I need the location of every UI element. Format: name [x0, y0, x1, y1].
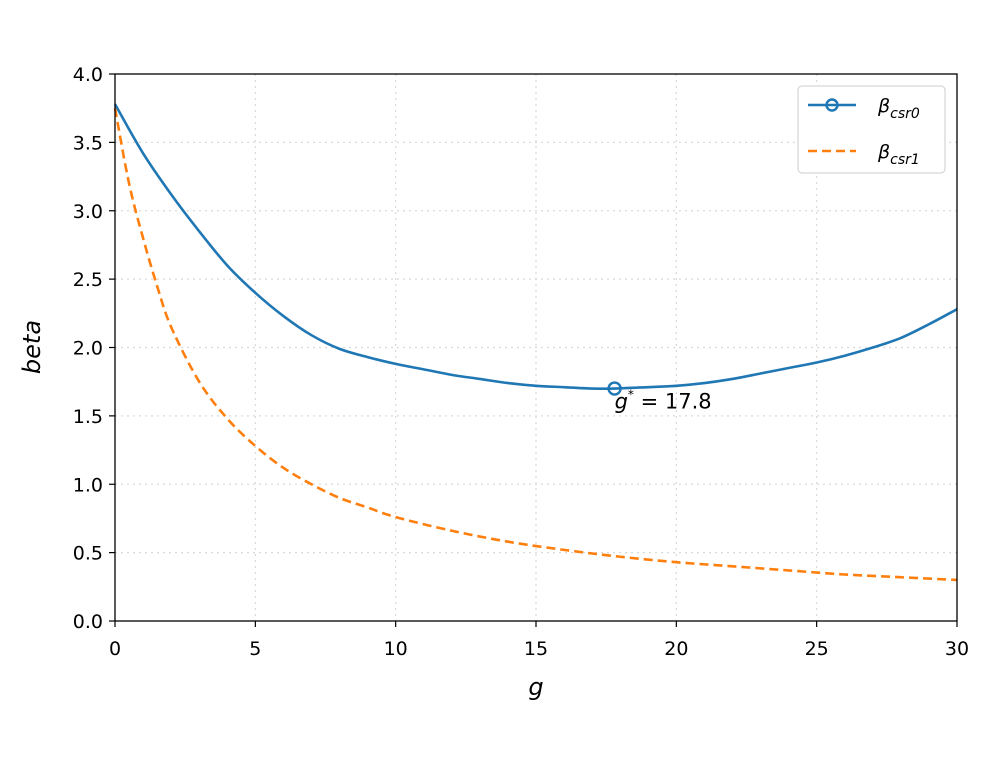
- y-axis-label: beta: [18, 320, 46, 374]
- y-tick-label: 3.0: [73, 201, 103, 223]
- x-tick-label: 20: [664, 638, 688, 660]
- min-point-marker: [607, 381, 622, 396]
- annotations: g* = 17.8: [607, 381, 712, 414]
- legend: βcsr0 βcsr1: [797, 85, 946, 174]
- y-tick-label: 4.0: [73, 64, 103, 86]
- y-tick-label: 1.0: [73, 474, 103, 496]
- x-tick-label: 30: [945, 638, 969, 660]
- y-tick-label: 2.0: [73, 338, 103, 360]
- y-tick-label: 3.5: [73, 132, 103, 154]
- y-tick-label: 0.5: [73, 543, 103, 565]
- ticks: 0 5 10 15 20 25 30 0.0 0.5 1.0 1.5 2.0 2.5 3.0 3.5 4.0: [73, 64, 969, 660]
- x-tick-label: 10: [384, 638, 408, 660]
- x-tick-label: 5: [249, 638, 261, 660]
- legend-marker: [825, 98, 839, 112]
- x-tick-label: 0: [109, 638, 121, 660]
- x-axis-label: g: [528, 673, 543, 701]
- x-tick-label: 15: [524, 638, 548, 660]
- y-tick-label: 1.5: [73, 406, 103, 428]
- y-tick-label: 2.5: [73, 269, 103, 291]
- y-tick-label: 0.0: [73, 611, 103, 633]
- x-tick-label: 25: [805, 638, 829, 660]
- min-point-annotation: g* = 17.8: [615, 388, 712, 414]
- series-line-csr0: [113, 103, 958, 390]
- series-line-csr1: [113, 107, 958, 582]
- grid: [115, 74, 957, 621]
- series-layer: [113, 103, 958, 582]
- legend-box: [797, 85, 946, 174]
- legend-label-csr1: βcsr1: [877, 141, 920, 168]
- legend-label-csr0: βcsr0: [877, 95, 920, 122]
